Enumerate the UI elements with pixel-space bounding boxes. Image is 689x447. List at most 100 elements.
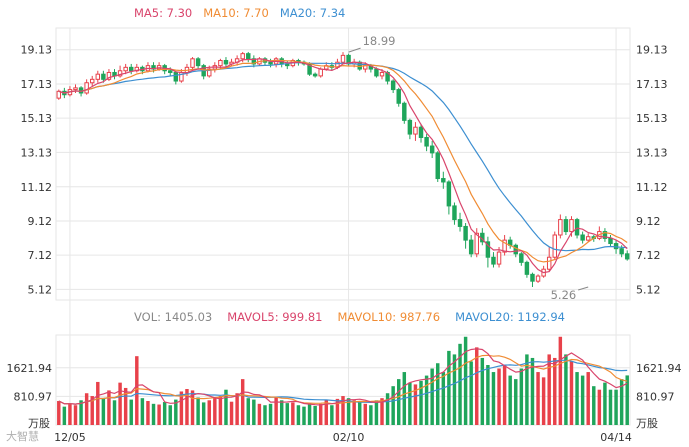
candle-down bbox=[251, 58, 257, 65]
volume-bar bbox=[129, 399, 133, 425]
legend-ma20: MA20: 7.34 bbox=[280, 6, 346, 20]
price-tick-label: 19.13 bbox=[21, 44, 53, 57]
volume-bar bbox=[592, 386, 596, 425]
volume-bar bbox=[291, 402, 295, 425]
candle-down bbox=[407, 119, 413, 135]
candle-up bbox=[535, 275, 541, 282]
volume-bar bbox=[369, 405, 373, 425]
candle-up bbox=[95, 73, 101, 80]
candle-up bbox=[552, 234, 557, 258]
volume-bar bbox=[430, 368, 434, 425]
legend-vol: VOL: 1405.03 bbox=[134, 310, 212, 324]
candle-up bbox=[569, 219, 574, 233]
volume-bar bbox=[480, 357, 485, 425]
price-tick-label: 11.12 bbox=[636, 181, 668, 194]
candle-down bbox=[402, 102, 407, 121]
volume-bar bbox=[508, 375, 512, 425]
price-tick-label: 5.12 bbox=[28, 283, 53, 296]
volume-axis-left: 1621.94 810.97 bbox=[7, 362, 53, 404]
volume-bar bbox=[330, 405, 334, 425]
volume-bar bbox=[79, 400, 83, 425]
volume-bar bbox=[162, 402, 167, 425]
candle-up bbox=[240, 53, 245, 60]
candle-up bbox=[84, 82, 89, 94]
volume-bar bbox=[257, 403, 262, 425]
x-axis: 12/05 02/10 04/14 bbox=[54, 431, 632, 444]
volume-bar bbox=[201, 402, 206, 425]
candle-down bbox=[468, 239, 474, 255]
watermark-logo: 大智慧 bbox=[6, 430, 39, 443]
volume-bar bbox=[68, 403, 72, 425]
volume-bar bbox=[419, 380, 423, 425]
volume-bar bbox=[441, 372, 446, 425]
volume-bar bbox=[525, 354, 529, 425]
volume-bar bbox=[536, 372, 540, 425]
candle-down bbox=[195, 58, 201, 67]
volume-bar bbox=[614, 389, 618, 425]
candle-down bbox=[608, 237, 613, 245]
volume-bar bbox=[452, 354, 457, 425]
volume-bar bbox=[213, 398, 217, 425]
volume-bar bbox=[112, 400, 117, 425]
volume-bar bbox=[179, 391, 184, 425]
candle-up bbox=[585, 236, 591, 241]
volume-unit-left: 万股 bbox=[28, 417, 50, 430]
candle-down bbox=[624, 253, 630, 260]
candlesticks bbox=[56, 51, 630, 287]
price-tick-label: 13.13 bbox=[636, 146, 668, 159]
candle-down bbox=[613, 243, 619, 250]
candle-up bbox=[502, 239, 507, 253]
volume-bar bbox=[62, 406, 67, 425]
volume-bar bbox=[514, 379, 518, 425]
volume-bar bbox=[436, 363, 440, 425]
candle-up bbox=[413, 126, 418, 135]
candle-down bbox=[424, 136, 429, 147]
volume-bar bbox=[569, 361, 574, 425]
candle-up bbox=[558, 219, 563, 236]
volume-bar bbox=[229, 401, 234, 425]
volume-bar bbox=[207, 400, 211, 425]
ma5-line bbox=[58, 58, 628, 274]
candle-down bbox=[312, 73, 318, 77]
volume-bar bbox=[151, 403, 156, 425]
price-tick-label: 11.12 bbox=[21, 181, 53, 194]
candle-down bbox=[446, 181, 452, 207]
volume-bar bbox=[469, 361, 473, 425]
price-annotations: 18.99 5.26 bbox=[348, 34, 589, 302]
volume-bar bbox=[96, 381, 100, 425]
price-tick-label: 17.13 bbox=[636, 78, 668, 91]
volume-bar bbox=[458, 343, 462, 425]
candle-up bbox=[218, 60, 223, 67]
candle-down bbox=[519, 253, 524, 263]
volume-bars bbox=[57, 336, 629, 425]
volume-bar bbox=[107, 390, 111, 425]
volume-bar bbox=[357, 402, 362, 425]
volume-bar bbox=[541, 377, 546, 425]
mavol5-line bbox=[58, 348, 628, 406]
candle-down bbox=[101, 73, 106, 80]
candle-down bbox=[173, 71, 179, 82]
candle-down bbox=[246, 53, 251, 60]
volume-bar bbox=[553, 357, 557, 425]
volume-bar bbox=[196, 397, 200, 425]
candle-up bbox=[546, 256, 552, 270]
volume-bar bbox=[296, 405, 301, 425]
legend-mavol5: MAVOL5: 999.81 bbox=[227, 310, 322, 324]
candle-up bbox=[318, 68, 323, 77]
price-tick-label: 5.12 bbox=[636, 283, 661, 296]
candle-up bbox=[106, 71, 112, 80]
candle-down bbox=[580, 234, 585, 241]
annotation-leader bbox=[578, 286, 589, 291]
volume-bar bbox=[502, 365, 507, 425]
volume-bar bbox=[424, 375, 429, 425]
volume-tick-label: 1621.94 bbox=[636, 362, 682, 375]
volume-bar bbox=[380, 398, 384, 425]
volume-bar bbox=[140, 398, 145, 425]
candle-down bbox=[485, 241, 491, 258]
candle-down bbox=[429, 145, 435, 154]
candle-up bbox=[117, 70, 123, 77]
candle-up bbox=[89, 78, 95, 84]
candle-down bbox=[418, 126, 424, 138]
legend-mavol10: MAVOL10: 987.76 bbox=[337, 310, 440, 324]
